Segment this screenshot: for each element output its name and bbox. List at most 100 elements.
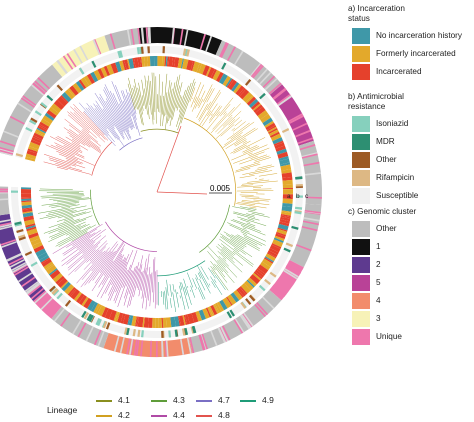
- tree-branch: [235, 140, 246, 147]
- tree-branch: [215, 275, 226, 290]
- tree-branch: [226, 235, 246, 247]
- tree-branch: [231, 220, 261, 231]
- tree-branch: [240, 207, 256, 210]
- tree-branch: [170, 284, 172, 296]
- tree-branch: [165, 291, 166, 310]
- legend-item: 2: [348, 256, 416, 274]
- legend-swatch: [352, 170, 370, 186]
- tree-branch: [40, 189, 73, 190]
- tree-branch: [144, 88, 147, 114]
- tree-branch: [175, 289, 178, 307]
- tree-branch: [190, 290, 191, 292]
- legend-swatch: [352, 64, 370, 80]
- tree-branch: [193, 278, 197, 288]
- tree-branch: [208, 268, 215, 279]
- lineage-label: 4.3: [173, 395, 185, 405]
- tree-branch: [169, 82, 175, 121]
- lineage-label: 4.9: [262, 395, 274, 405]
- tree-branch: [219, 256, 229, 266]
- legend-swatch: [352, 329, 370, 345]
- legend-item: Formerly incarcerated: [348, 45, 405, 63]
- legend-items-resistance: Isoniazid MDR Other Rifampicin Susceptib…: [348, 115, 404, 205]
- cluster-stripe: [0, 191, 8, 193]
- tree-branch: [162, 96, 163, 115]
- tree-branch: [48, 206, 86, 213]
- clade-arc: [92, 142, 112, 176]
- cluster-segment: [104, 28, 140, 51]
- tree-branch: [61, 205, 79, 208]
- scale-bar: 0.005: [209, 184, 232, 193]
- tree-branch: [159, 74, 160, 112]
- legend-swatch: [352, 275, 370, 291]
- tree-branch: [134, 255, 143, 297]
- legend-item: 5: [348, 274, 416, 292]
- tree-branch: [173, 284, 174, 292]
- incarceration-tick: [154, 56, 157, 66]
- tree-branch: [187, 286, 188, 288]
- tree-branch: [57, 167, 68, 170]
- tree-branch: [253, 200, 268, 201]
- legend-label: 1: [376, 242, 381, 251]
- resistance-tick: [296, 184, 303, 187]
- tree-branch: [187, 273, 193, 288]
- clade-arc: [157, 261, 205, 276]
- clade-arc: [199, 205, 229, 253]
- legend-swatch: [352, 152, 370, 168]
- tree-branch: [124, 267, 135, 306]
- legend-swatch: [352, 221, 370, 237]
- incarceration-tick: [148, 318, 152, 328]
- legend-items-incarceration: No incarceration history Formerly incarc…: [348, 27, 405, 81]
- tree-branch: [191, 286, 195, 298]
- tree-branch: [53, 224, 103, 253]
- tree-branch: [259, 179, 264, 180]
- tree-branch: [259, 173, 277, 176]
- legend-swatch: [352, 311, 370, 327]
- legend-item: Other: [348, 151, 404, 169]
- tree-branch: [96, 105, 119, 139]
- legend-label: Unique: [376, 332, 402, 341]
- tree-branch: [142, 95, 144, 105]
- legend-swatch: [352, 257, 370, 273]
- tree-branch: [184, 279, 192, 305]
- lineage-label: 4.4: [173, 410, 185, 420]
- legend-title-text: c) Genomic cluster: [348, 207, 416, 216]
- tree-branch: [73, 104, 108, 140]
- tree-branch: [64, 212, 86, 218]
- tree-branch: [240, 175, 255, 178]
- tree-branch: [155, 271, 156, 308]
- tree-branch: [249, 207, 256, 208]
- tree-branch: [180, 296, 181, 299]
- tree-branch: [223, 247, 234, 256]
- lineage-label: 4.7: [218, 395, 230, 405]
- legend-item: Rifampicin: [348, 169, 404, 187]
- lineage-swatch: [196, 400, 212, 402]
- legend-label: 5: [376, 278, 381, 287]
- legend-item: Susceptible: [348, 187, 404, 205]
- tree-branch: [242, 196, 260, 197]
- tree-branch: [64, 218, 73, 221]
- tree-branch: [223, 135, 241, 147]
- tree-branch: [246, 147, 250, 149]
- legend-swatch: [352, 188, 370, 204]
- legend-item: Unique: [348, 328, 416, 346]
- incarceration-tick: [21, 194, 31, 198]
- legend-item: 1: [348, 238, 416, 256]
- resistance-tick: [147, 46, 150, 53]
- tree-branch: [231, 235, 259, 251]
- tree-branch: [211, 114, 212, 116]
- tree-branch: [236, 164, 261, 171]
- tree-branch: [209, 106, 222, 123]
- tree-branch: [243, 228, 247, 229]
- tree-branch: [203, 84, 212, 101]
- legend-label: 2: [376, 260, 381, 269]
- incarceration-tick: [21, 187, 31, 189]
- tree-branch: [46, 210, 74, 216]
- legend-label: 4: [376, 296, 381, 305]
- legend-lineage: Lineage 4.1 4.2 4.3 4.4 4.7 4.8 4.9: [0, 380, 474, 420]
- tree-branch: [163, 292, 164, 305]
- tree-branch: [218, 260, 225, 268]
